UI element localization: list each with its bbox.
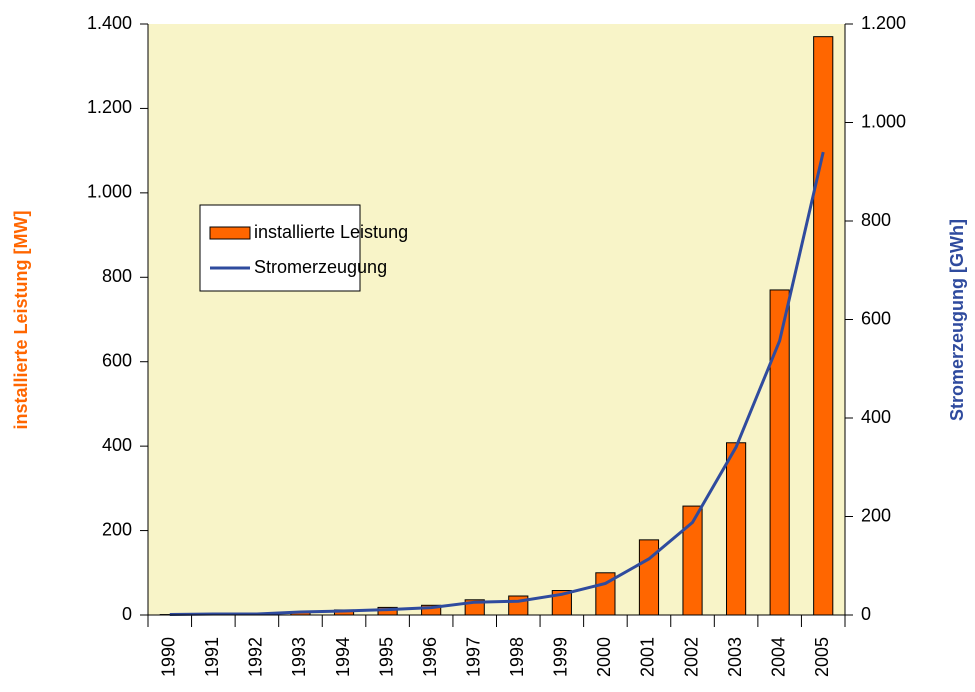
y2-tick-label: 1.000 (861, 111, 906, 131)
x-tick-label: 1990 (159, 637, 179, 677)
y2-tick-label: 1.200 (861, 13, 906, 33)
bar (726, 442, 747, 616)
y2-tick-label: 200 (861, 505, 891, 525)
y2-tick-label: 800 (861, 210, 891, 230)
bar (638, 539, 660, 616)
y2-tick-label: 400 (861, 407, 891, 427)
y-tick-label: 1.400 (87, 13, 132, 33)
y2-tick-label: 600 (861, 308, 891, 328)
x-tick-label: 1999 (551, 637, 571, 677)
bar (813, 36, 834, 616)
y-tick-label: 1.200 (87, 97, 132, 117)
line (169, 151, 825, 617)
x-tick-label: 2005 (812, 637, 832, 677)
y-tick-label: 200 (102, 519, 132, 539)
x-tick-label: 2004 (768, 637, 788, 677)
y-tick-label: 800 (102, 266, 132, 286)
x-tick-label: 1993 (289, 637, 309, 677)
x-tick-label: 2000 (594, 637, 614, 677)
y-tick-label: 400 (102, 435, 132, 455)
legend-label: installierte Leistung (254, 222, 408, 242)
y2-tick-label: 0 (861, 604, 871, 624)
y-axis-title: installierte Leistung [MW] (11, 210, 31, 429)
legend-box (199, 204, 361, 292)
x-tick-label: 2003 (725, 637, 745, 677)
y2-axis-title: Stromerzeugung [GWh] (947, 219, 967, 421)
y-tick-label: 600 (102, 350, 132, 370)
x-tick-label: 1995 (376, 637, 396, 677)
x-tick-label: 1998 (507, 637, 527, 677)
x-tick-label: 1991 (202, 637, 222, 677)
x-tick-label: 1992 (246, 637, 266, 677)
x-tick-label: 2001 (638, 637, 658, 677)
y-tick-label: 0 (122, 604, 132, 624)
x-tick-label: 1997 (463, 637, 483, 677)
legend-swatch (209, 226, 251, 240)
x-tick-label: 1996 (420, 637, 440, 677)
x-tick-label: 2002 (681, 637, 701, 677)
x-tick-label: 1994 (333, 637, 353, 677)
legend-label: Stromerzeugung (254, 257, 387, 277)
y-tick-label: 1.000 (87, 182, 132, 202)
